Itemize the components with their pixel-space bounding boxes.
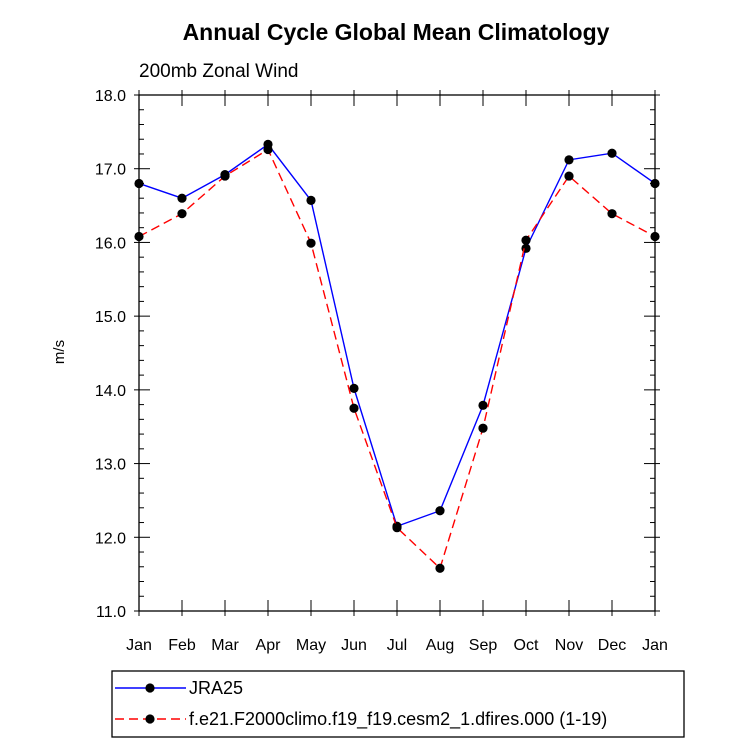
legend-marker xyxy=(145,683,155,693)
data-point xyxy=(435,506,445,516)
x-tick-label: Mar xyxy=(211,637,239,654)
x-tick-label: Feb xyxy=(168,637,196,654)
legend-entries: JRA25 f.e21.F2000climo.f19_f19.cesm2_1.df… xyxy=(115,678,607,730)
y-tick-label: 15.0 xyxy=(95,309,126,326)
y-tick-labels: 11.0 12.0 13.0 14.0 15.0 16.0 17.0 18.0 xyxy=(95,88,126,621)
legend-entry: JRA25 xyxy=(115,678,243,698)
x-tick-label: Jun xyxy=(341,637,367,654)
chart-subtitle: 200mb Zonal Wind xyxy=(139,61,298,82)
legend-marker xyxy=(145,714,155,724)
series-line xyxy=(138,148,656,570)
data-point xyxy=(478,400,488,410)
y-tick-label: 12.0 xyxy=(95,530,126,547)
x-tick-label: Aug xyxy=(426,637,454,654)
data-point xyxy=(521,235,531,245)
x-tick-label: Nov xyxy=(555,637,583,654)
y-tick-label: 17.0 xyxy=(95,162,126,179)
x-tick-label: Jan xyxy=(642,637,668,654)
chart-title: Annual Cycle Global Mean Climatology xyxy=(183,19,610,45)
y-tick-label: 16.0 xyxy=(95,235,126,252)
data-point xyxy=(478,423,488,433)
data-point xyxy=(177,209,187,219)
y-tick-label: 18.0 xyxy=(95,88,126,105)
data-point xyxy=(607,148,617,158)
series-2 xyxy=(134,144,660,573)
series-line xyxy=(138,143,656,528)
data-point xyxy=(177,193,187,203)
legend-box xyxy=(111,670,685,738)
series-1 xyxy=(134,139,660,531)
data-point xyxy=(607,209,617,219)
legend-label: f.e21.F2000climo.f19_f19.cesm2_1.dfires.… xyxy=(189,709,607,730)
x-tick-label: Jan xyxy=(126,637,152,654)
x-tick-labels: Jan Feb Mar Apr May Jun Jul Aug Sep Oct Nov Dec Jan xyxy=(126,637,668,654)
data-point xyxy=(306,195,316,206)
y-tick-label: 13.0 xyxy=(95,457,126,474)
data-point xyxy=(349,403,359,413)
axis-ticks xyxy=(134,90,660,616)
data-point xyxy=(263,144,273,155)
x-tick-label: Dec xyxy=(598,637,626,654)
x-tick-label: Sep xyxy=(469,637,498,654)
plot-frame xyxy=(138,94,656,612)
y-axis-label: m/s xyxy=(51,340,68,364)
x-tick-label: May xyxy=(296,637,326,654)
data-point xyxy=(306,238,316,248)
y-tick-label: 14.0 xyxy=(95,383,126,400)
legend-entry: f.e21.F2000climo.f19_f19.cesm2_1.dfires.… xyxy=(115,709,607,730)
data-point xyxy=(435,563,445,573)
legend: JRA25 f.e21.F2000climo.f19_f19.cesm2_1.df… xyxy=(111,670,685,738)
data-point xyxy=(349,383,359,393)
data-point xyxy=(564,171,574,181)
data-point xyxy=(564,155,574,165)
x-tick-label: Apr xyxy=(256,637,282,654)
data-point xyxy=(220,171,230,181)
legend-label: JRA25 xyxy=(189,678,243,698)
x-tick-label: Oct xyxy=(514,637,539,654)
series-layer xyxy=(134,139,660,573)
y-tick-label: 11.0 xyxy=(96,604,126,621)
data-point xyxy=(392,523,402,533)
x-tick-label: Jul xyxy=(387,637,407,654)
